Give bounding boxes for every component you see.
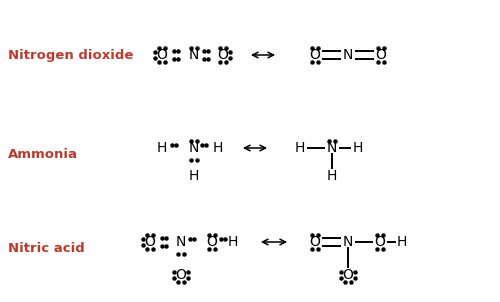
Text: Nitrogen dioxide: Nitrogen dioxide [8, 49, 134, 62]
Text: O: O [374, 235, 386, 249]
Text: O: O [310, 48, 320, 62]
Text: O: O [144, 235, 156, 249]
Text: H: H [213, 141, 223, 155]
Text: H: H [228, 235, 238, 249]
Text: O: O [310, 235, 320, 249]
Text: N: N [343, 235, 353, 249]
Text: O: O [376, 48, 386, 62]
Text: Nitric acid: Nitric acid [8, 242, 85, 255]
Text: H: H [397, 235, 407, 249]
Text: N: N [343, 48, 353, 62]
Text: H: H [327, 169, 337, 183]
Text: H: H [157, 141, 167, 155]
Text: O: O [342, 268, 353, 282]
Text: O: O [156, 48, 168, 62]
Text: O: O [176, 268, 186, 282]
Text: N: N [189, 141, 199, 155]
Text: N: N [327, 141, 337, 155]
Text: O: O [218, 48, 228, 62]
Text: N: N [176, 235, 186, 249]
Text: O: O [206, 235, 218, 249]
Text: H: H [295, 141, 305, 155]
Text: N: N [189, 48, 199, 62]
Text: H: H [353, 141, 363, 155]
Text: Ammonia: Ammonia [8, 149, 78, 162]
Text: H: H [189, 169, 199, 183]
